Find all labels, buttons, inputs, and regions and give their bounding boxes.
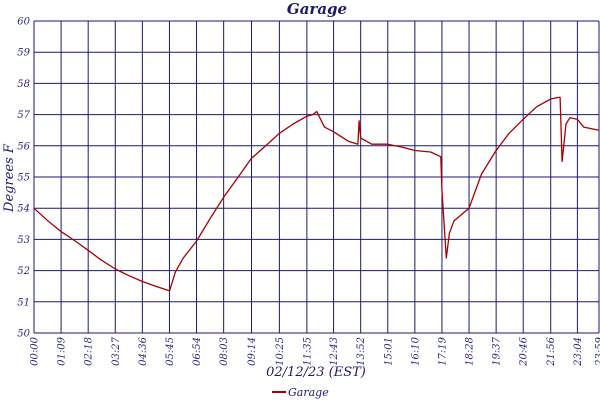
x-tick-label: 17:19 [437,336,448,365]
y-tick-label: 56 [17,141,30,152]
x-tick-label: 15:01 [383,337,394,366]
x-tick-label: 08:03 [219,337,230,366]
y-tick-label: 57 [17,110,30,121]
x-tick-label: 23:04 [573,337,584,367]
y-tick-label: 52 [17,266,30,277]
x-tick-label: 12:43 [329,337,340,366]
x-tick-label: 16:10 [410,336,421,365]
grid-layer [34,21,599,333]
y-tick-label: 59 [17,48,30,59]
y-tick-label: 53 [17,235,30,246]
x-tick-label: 11:35 [302,337,313,366]
x-tick-label: 13:52 [356,337,367,366]
legend: Garage [272,386,329,399]
x-tick-label: 10:25 [275,337,286,366]
x-tick-labels: 00:00 01:09 02:18 03:27 04:36 05:45 06:54 08:03… [30,336,600,366]
series-layer [34,97,599,291]
x-tick-label: 19:37 [492,336,503,365]
legend-label-garage: Garage [288,386,329,399]
x-tick-label: 21:56 [546,336,557,366]
x-axis-title: 02/12/23 (EST) [266,365,366,380]
x-tick-label: 04:36 [138,336,149,365]
x-tick-label: 05:45 [165,337,176,366]
y-axis-title: Degrees F [2,143,17,213]
x-tick-label: 23:59 [595,336,600,366]
x-tick-label: 09:14 [247,337,258,366]
x-tick-label: 00:00 [30,336,41,365]
x-tick-label: 20:46 [519,336,530,366]
x-tick-label: 06:54 [192,337,203,366]
x-tick-label: 01:09 [57,336,68,365]
y-tick-label: 54 [17,204,30,215]
y-tick-label: 51 [17,297,30,308]
y-tick-label: 58 [17,79,30,90]
x-tick-label: 03:27 [111,336,122,365]
y-tick-label: 55 [17,173,30,184]
x-tick-label: 02:18 [84,337,95,366]
y-tick-label: 60 [17,17,30,28]
x-tick-label: 18:28 [465,337,476,366]
chart-title: Garage [287,0,347,18]
series-line-garage [34,97,599,291]
